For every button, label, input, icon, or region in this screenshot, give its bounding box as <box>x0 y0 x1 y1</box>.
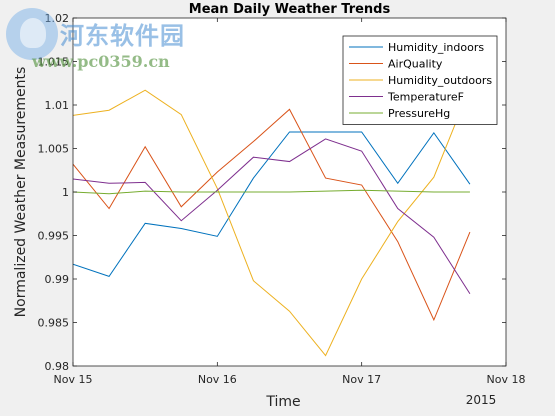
x-tick-label: Nov 17 <box>342 373 381 386</box>
series-line-humidity-outdoors <box>73 87 471 357</box>
series-line-temperaturef <box>73 138 471 295</box>
legend-entry: PressureHg <box>388 107 450 120</box>
y-tick-label: 1 <box>62 186 69 199</box>
chart-title: Mean Daily Weather Trends <box>189 2 391 17</box>
y-axis: 0.98 0.985 0.99 0.995 1 1.005 1.01 1.015 1.02 <box>38 12 506 373</box>
series-layer <box>73 87 471 357</box>
legend-entry: Humidity_outdoors <box>388 74 492 87</box>
y-tick-label: 0.99 <box>45 273 70 286</box>
series-line-humidity-indoors <box>73 131 471 277</box>
x-axis: Nov 15 Nov 16 Nov 17 Nov 18 <box>54 18 526 386</box>
legend: Humidity_indoors AirQuality Humidity_outdo… <box>342 35 498 125</box>
y-tick-label: 1.015 <box>38 56 70 69</box>
x-tick-label: Nov 15 <box>54 373 93 386</box>
y-tick-label: 1.01 <box>45 99 70 112</box>
x-tick-label: Nov 18 <box>487 373 526 386</box>
y-tick-label: 0.98 <box>45 360 70 373</box>
legend-entry: TemperatureF <box>387 91 464 104</box>
y-tick-label: 0.995 <box>38 230 70 243</box>
y-axis-label: Normalized Weather Measurements <box>13 67 29 318</box>
x-tick-label: Nov 16 <box>198 373 237 386</box>
legend-entry: AirQuality <box>388 58 443 71</box>
y-tick-label: 1.005 <box>38 143 70 156</box>
legend-entry: Humidity_indoors <box>388 41 484 54</box>
x-axis-label: Time <box>265 394 300 410</box>
y-tick-label: 0.985 <box>38 317 70 330</box>
y-tick-label: 1.02 <box>45 12 70 25</box>
series-line-pressurehg <box>73 189 470 195</box>
series-line-airquality <box>73 108 471 322</box>
x-axis-year-label: 2015 <box>466 393 497 407</box>
